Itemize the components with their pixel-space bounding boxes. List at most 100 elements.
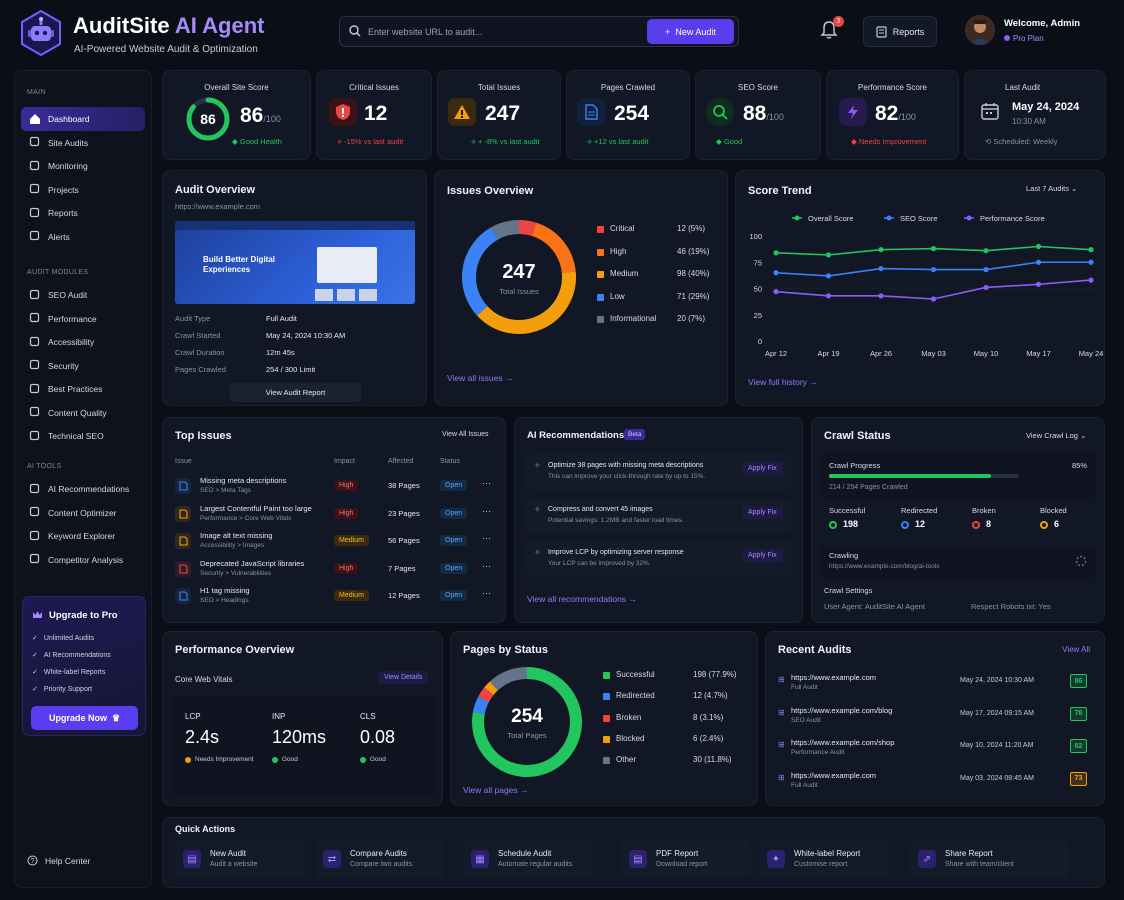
more-options-icon[interactable]: ···	[482, 505, 491, 516]
recent-audit-row[interactable]: ⊞ https://www.example.com Full Audit May 03…	[766, 768, 1102, 794]
stat-title: Overall Site Score	[204, 83, 269, 92]
view-all-pages-link[interactable]: View all pages →	[463, 785, 529, 795]
performance-score-status: ◆ Needs Improvement	[851, 137, 927, 146]
donut-slice-other	[489, 667, 528, 691]
column-header: Impact	[334, 458, 356, 465]
stat-card-last-audit: Last Audit May 24, 2024 10:30 AM ⟲ Sched…	[964, 70, 1106, 160]
data-point	[983, 284, 989, 291]
legend-item: Blocked 6 (2.4%)	[603, 734, 753, 746]
crawl-robots-setting: Respect Robots.txt: Yes	[971, 602, 1051, 611]
sidebar-item-best-practices[interactable]: Best Practices	[21, 377, 145, 401]
sidebar-item-dashboard[interactable]: Dashboard	[21, 107, 145, 131]
search-icon	[349, 25, 361, 39]
user-avatar[interactable]	[965, 15, 995, 45]
recent-audit-row[interactable]: ⊞ https://www.example.com Full Audit May 24…	[766, 670, 1102, 696]
new-audit-button[interactable]: + New Audit	[647, 19, 734, 44]
table-row[interactable]: Image alt text missing Accessibility > Im…	[163, 530, 503, 554]
audit-field-label: Pages Crawled	[175, 365, 226, 374]
quick-action-pdf-report[interactable]: ▤ PDF Report Download report	[621, 840, 751, 878]
quick-action-title: Compare Audits	[350, 849, 407, 858]
view-all-issues-link[interactable]: View All Issues	[442, 431, 489, 438]
sidebar-item-monitoring[interactable]: Monitoring	[21, 154, 145, 178]
apply-fix-button[interactable]: Apply Fix	[742, 462, 783, 475]
legend-label: Blocked	[616, 733, 645, 743]
quick-action-schedule-audit[interactable]: ▦ Schedule Audit Automate regular audits	[463, 840, 593, 878]
sidebar-item-content-optimizer[interactable]: Content Optimizer	[21, 501, 145, 525]
table-row[interactable]: H1 tag missing SEO > Headings Medium 12 Pag…	[163, 585, 503, 609]
trend-legend-label: Performance Score	[980, 214, 1045, 223]
sidebar-item-content-quality[interactable]: Content Quality	[21, 401, 145, 425]
sidebar-item-projects[interactable]: Projects	[21, 178, 145, 202]
quick-action-description: Share with team/client	[945, 861, 1014, 868]
table-row[interactable]: Missing meta descriptions SEO > Meta Tags…	[163, 475, 503, 499]
crown-icon: ♛	[111, 712, 121, 723]
table-row[interactable]: Deprecated JavaScript libraries Security …	[163, 558, 503, 582]
last-audit-schedule: ⟲ Scheduled: Weekly	[985, 137, 1058, 146]
sidebar-item-ai-recommendations[interactable]: AI Recommendations	[21, 477, 145, 501]
audit-overview-card: Audit Overview https://www.example.com B…	[162, 170, 427, 406]
more-options-icon[interactable]: ···	[482, 478, 491, 488]
more-options-icon[interactable]: ···	[482, 588, 491, 598]
nav-item-icon	[29, 383, 40, 396]
vital-status: Good	[360, 756, 386, 763]
view-audit-report-button[interactable]: View Audit Report	[230, 383, 361, 402]
help-center-link[interactable]: ? Help Center	[27, 855, 90, 866]
issue-category: Accessibility > Images	[200, 542, 265, 549]
quick-action-white-label-report[interactable]: ✦ White-label Report Customise report	[759, 840, 889, 878]
more-options-icon[interactable]: ···	[482, 533, 491, 543]
upgrade-feature: ✓ White-label Reports	[32, 668, 106, 677]
sidebar-item-site-audits[interactable]: Site Audits	[21, 131, 145, 155]
legend-swatch	[597, 316, 604, 323]
notifications-button[interactable]: 3	[820, 16, 844, 42]
recent-audit-row[interactable]: ⊞ https://www.example.com/blog SEO Audit Ma…	[766, 703, 1102, 729]
view-crawl-log-dropdown[interactable]: View Crawl Log ⌄	[1026, 431, 1087, 440]
crawl-status-title: Crawl Status	[824, 430, 891, 442]
more-options-icon[interactable]: ···	[482, 560, 491, 571]
view-all-audits-link[interactable]: View All	[1062, 645, 1090, 654]
issue-name: Missing meta descriptions	[200, 476, 287, 485]
sidebar-item-seo-audit[interactable]: SEO Audit	[21, 283, 145, 307]
nav-item-icon	[29, 230, 40, 243]
view-details-button[interactable]: View Details	[378, 671, 429, 684]
view-all-issues-link[interactable]: View all issues →	[447, 373, 514, 383]
legend-swatch	[597, 271, 604, 278]
upgrade-now-button[interactable]: Upgrade Now ♛	[31, 706, 138, 730]
table-row[interactable]: Largest Contentful Paint too large Perfor…	[163, 503, 503, 527]
view-full-history-link[interactable]: View full history →	[748, 377, 818, 387]
total-issues-delta: ⟡ + -8% vs last audit	[471, 137, 540, 146]
sidebar-item-competitor-analysis[interactable]: Competitor Analysis	[21, 548, 145, 572]
sidebar-item-keyword-explorer[interactable]: Keyword Explorer	[21, 524, 145, 548]
sidebar-item-security[interactable]: Security	[21, 354, 145, 378]
quick-action-new-audit[interactable]: ▤ New Audit Audit a website	[175, 840, 305, 878]
section-label-modules: AUDIT MODULES	[27, 269, 89, 276]
sidebar-item-technical-seo[interactable]: Technical SEO	[21, 424, 145, 448]
nav-item-icon	[29, 483, 40, 496]
recent-audit-row[interactable]: ⊞ https://www.example.com/shop Performance…	[766, 735, 1102, 761]
sidebar-item-performance[interactable]: Performance	[21, 307, 145, 331]
x-tick-label: Apr 12	[765, 349, 787, 358]
reports-button[interactable]: Reports	[863, 16, 937, 47]
sidebar-item-accessibility[interactable]: Accessibility	[21, 330, 145, 354]
trend-range-dropdown[interactable]: Last 7 Audits ⌄	[1026, 184, 1078, 193]
legend-item: Low 71 (29%)	[597, 292, 737, 304]
sidebar-item-alerts[interactable]: Alerts	[21, 225, 145, 249]
quick-action-compare-audits[interactable]: ⇄ Compare Audits Compare two audits	[315, 840, 445, 878]
y-tick-label: 25	[754, 311, 762, 320]
url-search-input[interactable]	[368, 23, 638, 41]
crawl-progress-percent: 85%	[1071, 461, 1087, 470]
data-point	[1088, 277, 1094, 283]
apply-fix-button[interactable]: Apply Fix	[742, 549, 783, 562]
apply-fix-button[interactable]: Apply Fix	[742, 505, 783, 519]
quick-action-description: Customise report	[794, 861, 848, 868]
quick-action-title: New Audit	[210, 849, 247, 858]
view-all-recommendations-link[interactable]: View all recommendations →	[527, 594, 637, 604]
crawl-count-label: Redirected	[901, 506, 938, 515]
donut-slice-medium	[477, 271, 576, 334]
sidebar-item-label: Alerts	[48, 231, 70, 242]
legend-label: Informational	[610, 314, 657, 323]
loading-spinner-icon	[1075, 555, 1087, 569]
quick-action-share-report[interactable]: ⇗ Share Report Share with team/client	[910, 840, 1070, 878]
sidebar-item-reports[interactable]: Reports	[21, 201, 145, 225]
issue-icon	[175, 533, 191, 549]
impact-label: Medium	[339, 592, 364, 599]
